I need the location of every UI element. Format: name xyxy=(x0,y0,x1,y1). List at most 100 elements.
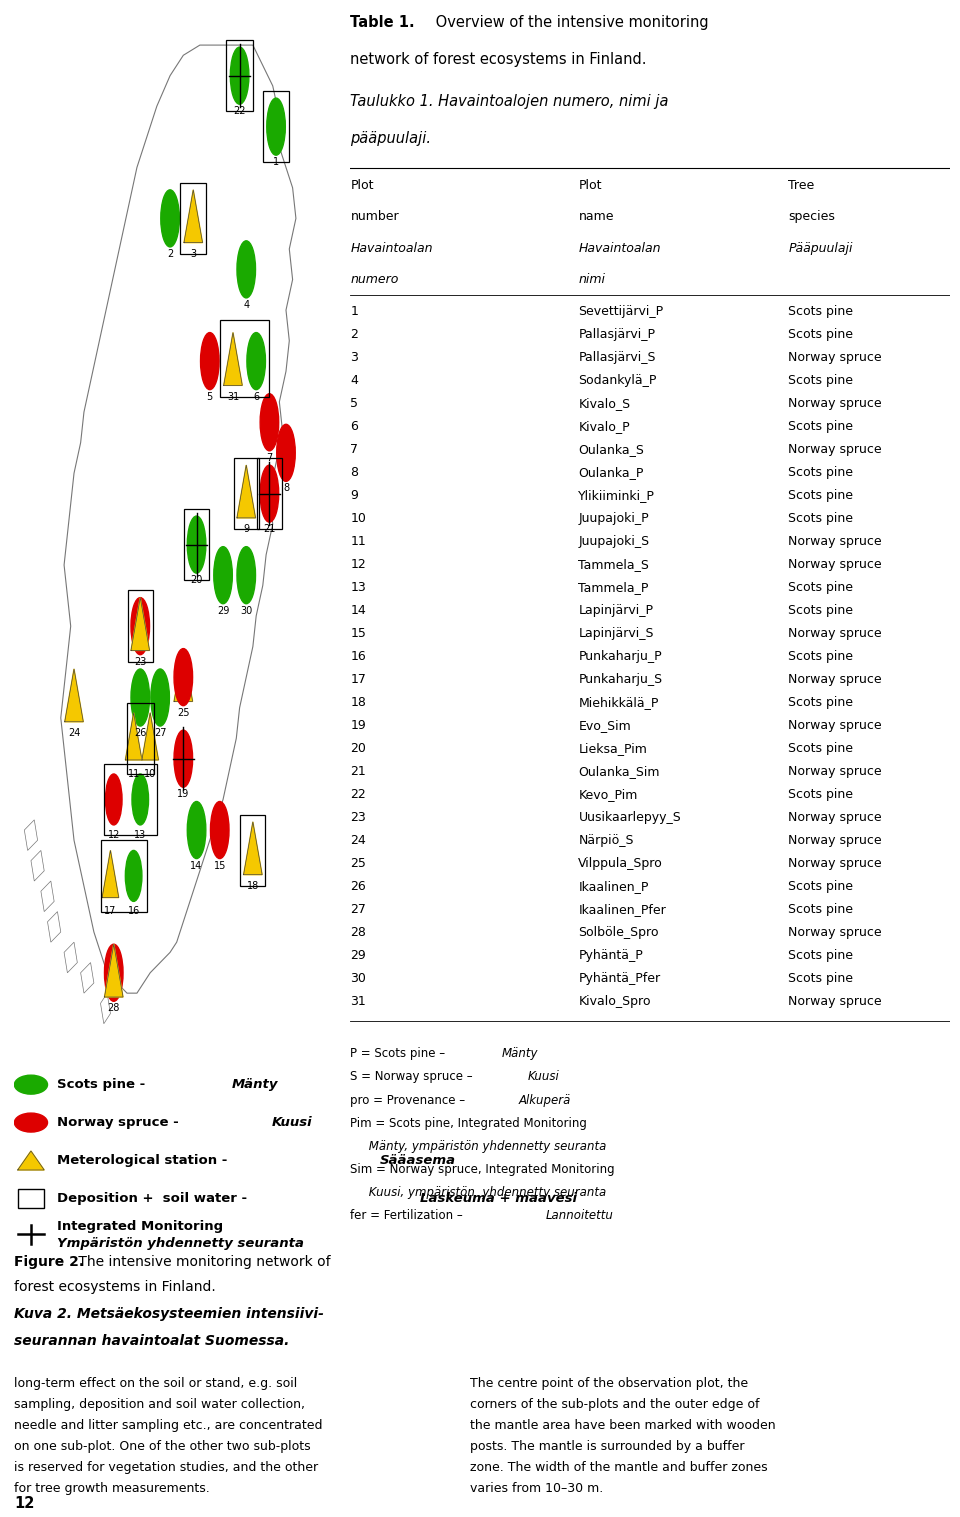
Text: Lapinjärvi_S: Lapinjärvi_S xyxy=(578,627,654,640)
Polygon shape xyxy=(81,963,94,994)
Text: Vilppula_Spro: Vilppula_Spro xyxy=(578,857,663,869)
Text: Norway spruce: Norway spruce xyxy=(788,350,882,364)
Text: 17: 17 xyxy=(105,907,116,916)
Bar xyxy=(240,815,265,886)
Polygon shape xyxy=(64,669,84,722)
Circle shape xyxy=(126,851,142,901)
Text: Sim = Norway spruce, Integrated Monitoring: Sim = Norway spruce, Integrated Monitori… xyxy=(350,1164,615,1176)
Text: Havaintoalan: Havaintoalan xyxy=(350,241,433,255)
Text: Juupajoki_P: Juupajoki_P xyxy=(578,511,649,525)
Text: 23: 23 xyxy=(350,810,366,824)
Text: Scots pine: Scots pine xyxy=(788,972,853,985)
Circle shape xyxy=(14,1113,47,1132)
Text: Scots pine: Scots pine xyxy=(788,604,853,617)
Text: Kevo_Pim: Kevo_Pim xyxy=(578,787,637,801)
Circle shape xyxy=(187,801,205,859)
Circle shape xyxy=(260,466,278,522)
Text: Tree: Tree xyxy=(788,179,815,191)
Text: S = Norway spruce –: S = Norway spruce – xyxy=(350,1071,477,1083)
Circle shape xyxy=(210,801,229,859)
Text: 27: 27 xyxy=(154,728,166,739)
Text: the mantle area have been marked with wooden: the mantle area have been marked with wo… xyxy=(470,1418,776,1432)
Text: Oulanka_S: Oulanka_S xyxy=(578,443,644,457)
Polygon shape xyxy=(142,713,158,760)
Text: Scots pine: Scots pine xyxy=(788,420,853,432)
Polygon shape xyxy=(131,598,150,651)
Text: Scots pine: Scots pine xyxy=(788,787,853,801)
Text: Sevettijärvi_P: Sevettijärvi_P xyxy=(578,305,663,319)
Text: 31: 31 xyxy=(350,995,366,1007)
Polygon shape xyxy=(105,944,123,997)
Text: 12: 12 xyxy=(350,558,366,570)
Circle shape xyxy=(267,99,285,155)
Text: 14: 14 xyxy=(350,604,366,617)
Text: Norway spruce: Norway spruce xyxy=(788,627,882,640)
Text: 18: 18 xyxy=(247,881,259,890)
Text: corners of the sub-plots and the outer edge of: corners of the sub-plots and the outer e… xyxy=(470,1399,760,1411)
Text: 12: 12 xyxy=(14,1496,35,1511)
Text: 5: 5 xyxy=(350,397,358,410)
Text: Miehikkälä_P: Miehikkälä_P xyxy=(578,696,659,708)
Polygon shape xyxy=(237,466,255,517)
Text: name: name xyxy=(578,211,613,223)
Polygon shape xyxy=(102,851,119,898)
Text: 29: 29 xyxy=(350,948,366,962)
Text: Pallasjärvi_S: Pallasjärvi_S xyxy=(578,350,656,364)
Circle shape xyxy=(276,425,296,481)
Text: Uusikaarlepyy_S: Uusikaarlepyy_S xyxy=(578,810,682,824)
Text: 26: 26 xyxy=(350,880,366,892)
Text: Norway spruce: Norway spruce xyxy=(788,558,882,570)
Text: on one sub-plot. One of the other two sub-plots: on one sub-plot. One of the other two su… xyxy=(14,1440,311,1453)
Text: pääpuulaji.: pääpuulaji. xyxy=(350,130,431,146)
Text: long-term effect on the soil or stand, e.g. soil: long-term effect on the soil or stand, e… xyxy=(14,1377,298,1390)
Text: Ikaalinen_Pfer: Ikaalinen_Pfer xyxy=(578,903,666,916)
Text: 22: 22 xyxy=(350,787,366,801)
Text: 27: 27 xyxy=(350,903,367,916)
Text: 7: 7 xyxy=(350,443,358,457)
Polygon shape xyxy=(101,994,110,1024)
Text: Scots pine: Scots pine xyxy=(788,466,853,479)
Text: Ikaalinen_P: Ikaalinen_P xyxy=(578,880,649,892)
Text: Kuusi: Kuusi xyxy=(528,1071,560,1083)
Text: Laskeuma + maavesi: Laskeuma + maavesi xyxy=(420,1192,577,1204)
Text: nimi: nimi xyxy=(578,273,606,287)
Text: Tammela_P: Tammela_P xyxy=(578,581,649,595)
Text: 30: 30 xyxy=(350,972,367,985)
Text: Norway spruce: Norway spruce xyxy=(788,925,882,939)
Bar xyxy=(127,702,154,774)
Text: Kivalo_P: Kivalo_P xyxy=(578,420,630,432)
Text: 28: 28 xyxy=(350,925,367,939)
Text: network of forest ecosystems in Finland.: network of forest ecosystems in Finland. xyxy=(350,52,647,67)
Text: Taulukko 1. Havaintoalojen numero, nimi ja: Taulukko 1. Havaintoalojen numero, nimi … xyxy=(350,94,669,109)
Polygon shape xyxy=(31,851,44,881)
Circle shape xyxy=(214,546,232,604)
Text: Scots pine: Scots pine xyxy=(788,305,853,319)
Text: 13: 13 xyxy=(134,830,146,840)
Text: Scots pine: Scots pine xyxy=(788,696,853,708)
Text: 20: 20 xyxy=(350,742,367,755)
Text: 16: 16 xyxy=(350,649,366,663)
Text: 8: 8 xyxy=(283,484,289,493)
Circle shape xyxy=(132,774,149,825)
Text: 31: 31 xyxy=(227,391,239,402)
Polygon shape xyxy=(126,713,142,760)
Text: 15: 15 xyxy=(350,627,367,640)
Text: Sodankylä_P: Sodankylä_P xyxy=(578,375,657,387)
Text: Juupajoki_S: Juupajoki_S xyxy=(578,536,650,548)
Text: 12: 12 xyxy=(108,830,120,840)
Circle shape xyxy=(105,944,123,1001)
Polygon shape xyxy=(224,332,242,385)
Bar xyxy=(101,840,147,912)
Text: Figure 2.: Figure 2. xyxy=(14,1255,84,1268)
Text: Scots pine: Scots pine xyxy=(788,880,853,892)
Text: Scots pine: Scots pine xyxy=(788,328,853,341)
Text: seurannan havaintoalat Suomessa.: seurannan havaintoalat Suomessa. xyxy=(14,1335,290,1349)
Text: numero: numero xyxy=(350,273,398,287)
Text: 7: 7 xyxy=(266,454,273,463)
Text: Scots pine: Scots pine xyxy=(788,649,853,663)
Bar xyxy=(184,508,209,581)
Circle shape xyxy=(160,190,180,247)
Text: 5: 5 xyxy=(206,391,213,402)
Polygon shape xyxy=(60,46,296,994)
Bar xyxy=(234,458,258,529)
